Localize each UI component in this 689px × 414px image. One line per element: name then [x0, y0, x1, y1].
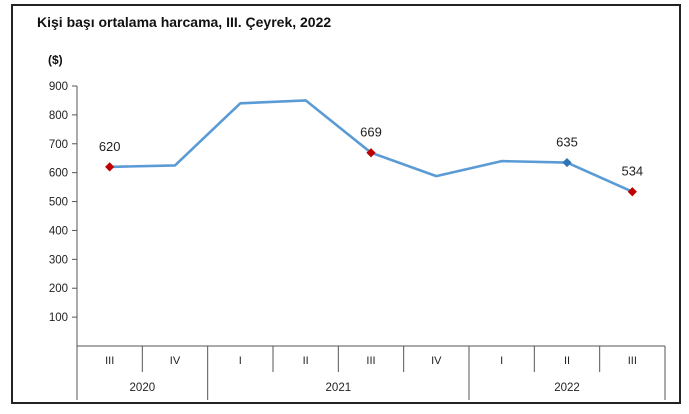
y-tick-label: 900	[49, 81, 68, 93]
data-point-marker	[627, 187, 637, 197]
y-tick-label: 400	[49, 225, 68, 237]
chart-title: Kişi başı ortalama harcama, III. Çeyrek,…	[37, 14, 331, 30]
y-tick-label: 200	[49, 283, 68, 295]
data-point-marker	[105, 162, 115, 172]
x-quarter-label: IV	[431, 355, 442, 367]
data-point-marker	[562, 157, 572, 168]
y-tick-label: 600	[49, 168, 68, 180]
x-quarter-label: I	[239, 355, 242, 367]
x-quarter-label: II	[303, 355, 309, 367]
x-quarter-label: I	[500, 355, 503, 367]
y-tick-label: 500	[49, 197, 68, 209]
x-quarter-label: III	[366, 355, 375, 367]
data-line-series	[108, 99, 634, 193]
x-quarter-label: II	[564, 355, 570, 367]
data-value-label: 635	[556, 135, 578, 150]
data-value-label: 534	[621, 164, 643, 179]
y-tick-label: 800	[49, 110, 68, 122]
line-chart: Kişi başı ortalama harcama, III. Çeyrek,…	[37, 14, 666, 400]
chart-frame: Kişi başı ortalama harcama, III. Çeyrek,…	[11, 4, 681, 404]
x-quarter-label: IV	[170, 355, 181, 367]
x-year-label: 2022	[554, 382, 580, 394]
x-quarter-label: III	[105, 355, 114, 367]
x-year-label: 2021	[326, 382, 352, 394]
data-value-label: 669	[360, 125, 382, 140]
y-unit-label: ($)	[48, 53, 63, 67]
x-quarter-label: III	[628, 355, 637, 367]
x-year-label: 2020	[130, 382, 156, 394]
y-tick-label: 700	[49, 139, 68, 151]
y-tick-label: 300	[49, 254, 68, 266]
data-value-label: 620	[99, 139, 121, 154]
data-point-marker	[366, 148, 376, 158]
y-tick-label: 100	[49, 312, 68, 324]
